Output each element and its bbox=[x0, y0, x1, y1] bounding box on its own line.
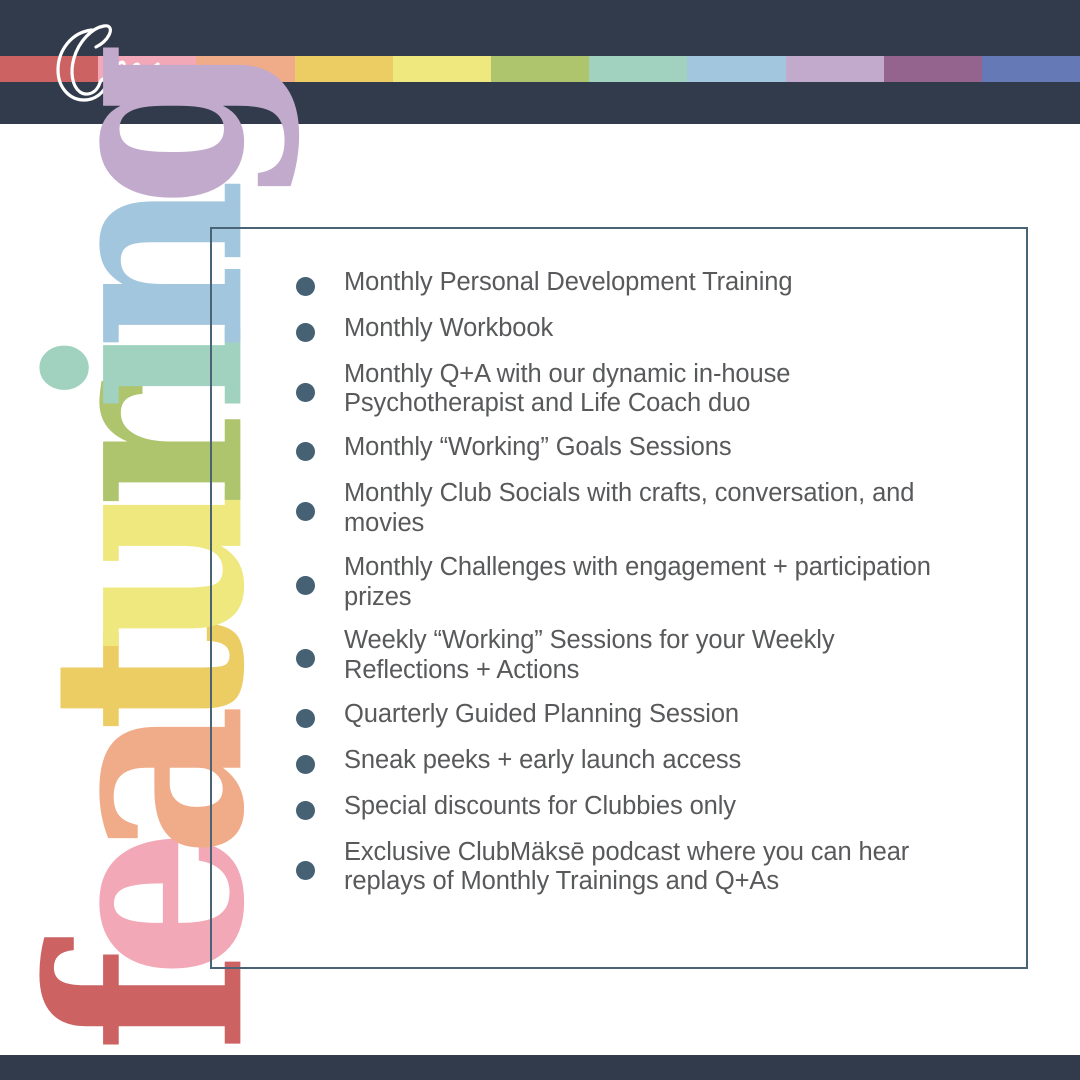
feature-list-item-label: Monthly Challenges with engagement + par… bbox=[344, 552, 931, 611]
feature-list-item-label: Sneak peeks + early launch access bbox=[344, 745, 742, 774]
color-stripe-3 bbox=[196, 56, 295, 82]
bullet-circle-icon bbox=[296, 575, 315, 595]
top-banner bbox=[0, 0, 1080, 124]
bullet-circle-icon bbox=[296, 502, 315, 522]
color-stripe-10 bbox=[883, 56, 982, 82]
bullet-circle-icon bbox=[296, 860, 315, 880]
feature-list-item-label: Monthly “Working” Goals Sessions bbox=[344, 433, 732, 462]
feature-list-item: Monthly Workbook bbox=[296, 314, 936, 344]
color-stripe-7 bbox=[589, 56, 688, 82]
feature-list-card bbox=[210, 227, 1028, 969]
color-stripe-6 bbox=[490, 56, 590, 82]
feature-list-item: Special discounts for Clubbies only bbox=[296, 792, 936, 822]
feature-list-item: Monthly “Working” Goals Sessions bbox=[296, 433, 936, 463]
bullet-circle-icon bbox=[296, 322, 315, 342]
feature-list-item-label: Monthly Q+A with our dynamic in-house Ps… bbox=[344, 359, 791, 418]
color-stripe-1 bbox=[0, 56, 99, 82]
bullet-circle-icon bbox=[296, 442, 315, 462]
feature-list: Monthly Personal Development Training Mon… bbox=[296, 268, 936, 911]
feature-list-item: Sneak peeks + early launch access bbox=[296, 746, 936, 776]
bullet-circle-icon bbox=[296, 709, 315, 729]
feature-list-item-label: Monthly Personal Development Training bbox=[344, 268, 793, 296]
feature-list-item: Monthly Club Socials with crafts, conver… bbox=[296, 479, 936, 539]
bullet-circle-icon bbox=[296, 649, 315, 669]
feature-list-item: Exclusive ClubMäksē podcast where you ca… bbox=[296, 838, 936, 898]
feature-list-item: Monthly Challenges with engagement + par… bbox=[296, 553, 936, 613]
feature-list-item-label: Exclusive ClubMäksē podcast where you ca… bbox=[344, 837, 910, 896]
color-stripe-2 bbox=[98, 56, 197, 82]
feature-list-item: Weekly “Working” Sessions for your Weekl… bbox=[296, 626, 936, 686]
bullet-circle-icon bbox=[296, 800, 315, 820]
color-stripe-9 bbox=[785, 56, 884, 82]
color-stripe-8 bbox=[687, 56, 786, 82]
color-stripe-5 bbox=[392, 56, 491, 82]
featuring-letter-f-0: f bbox=[0, 976, 304, 1052]
color-stripe-11 bbox=[981, 56, 1080, 82]
feature-list-item-label: Special discounts for Clubbies only bbox=[344, 791, 736, 820]
feature-list-item-label: Monthly Workbook bbox=[344, 313, 554, 342]
bullet-circle-icon bbox=[296, 382, 315, 402]
feature-list-item: Monthly Personal Development Training bbox=[296, 268, 936, 298]
feature-list-item-label: Monthly Club Socials with crafts, conver… bbox=[344, 479, 915, 537]
color-stripe-row bbox=[0, 56, 1080, 82]
feature-list-item-label: Weekly “Working” Sessions for your Weekl… bbox=[344, 626, 835, 685]
bullet-circle-icon bbox=[296, 277, 315, 296]
color-stripe-4 bbox=[294, 56, 393, 82]
feature-list-item-label: Quarterly Guided Planning Session bbox=[344, 700, 740, 729]
bottom-banner bbox=[0, 1055, 1080, 1080]
feature-list-item: Monthly Q+A with our dynamic in-house Ps… bbox=[296, 360, 936, 420]
bullet-circle-icon bbox=[296, 754, 315, 774]
feature-list-item: Quarterly Guided Planning Session bbox=[296, 700, 936, 730]
